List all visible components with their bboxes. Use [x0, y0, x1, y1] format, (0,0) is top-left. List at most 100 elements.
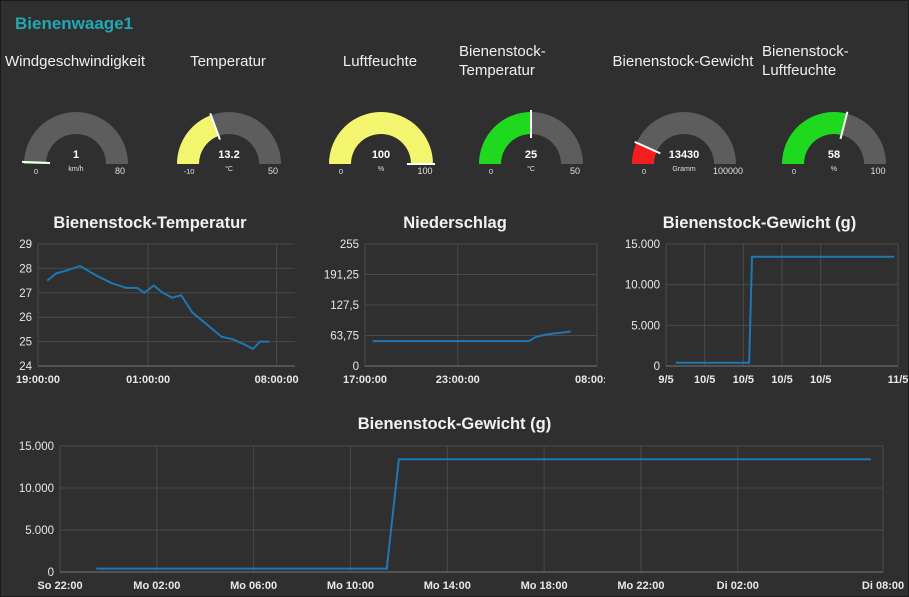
gauge-track	[24, 112, 128, 164]
x-tick-label: 10/5	[733, 374, 754, 386]
series-line	[372, 330, 571, 343]
chart-title: Bienenstock-Gewicht (g)	[357, 415, 552, 433]
x-tick-label: Mo 10:00	[327, 580, 374, 592]
chart-niederschlag: Niederschlag 0 63,75 127,5 191,25 255 17:00:0…	[305, 210, 605, 390]
group-title: Bienenwaage1	[15, 14, 134, 33]
gauge-unit: Gramm	[672, 166, 696, 173]
gauge-bienenstock-luftfeuchte: Bienenstock-Luftfeuchte 58% 0 100	[758, 40, 908, 180]
gauge-needle	[634, 140, 661, 155]
gauge-label: Bienenstock-Gewicht	[612, 53, 754, 70]
y-tick-label: 15.000	[625, 239, 660, 251]
gauge-min: 0	[792, 167, 796, 176]
gauge-value: 58	[828, 149, 840, 161]
gauge-max: 100	[417, 166, 432, 176]
gauge-fill	[479, 112, 531, 164]
gauge-unit: %	[378, 166, 384, 173]
gauge-min: 0	[642, 167, 646, 176]
chart-svg: 24 25 26 27 28 29 19:00:00 01:00:00 08:00:00	[16, 239, 299, 386]
y-tick-label: 26	[19, 312, 32, 324]
gauge-label: Windgeschwindigkeit	[4, 53, 146, 70]
y-tick-label: 10.000	[625, 280, 660, 292]
y-tick-label: 10.000	[19, 483, 54, 495]
gauge-value: 25	[525, 149, 537, 161]
gauge-value: 100	[372, 149, 390, 161]
x-tick-label: 10/5	[694, 374, 715, 386]
series-line	[96, 458, 871, 570]
chart-title: Niederschlag	[403, 214, 507, 232]
y-tick-label: 191,25	[324, 270, 359, 282]
gauge-svg: 100% 0 100	[329, 112, 435, 176]
y-tick-label: 25	[19, 337, 32, 349]
chart-title: Bienenstock-Temperatur	[53, 214, 247, 232]
x-tick-label: Di 02:00	[717, 580, 759, 592]
gauge-svg: 13.2 °C -10 50	[177, 112, 281, 176]
y-tick-label: 27	[19, 288, 32, 300]
gauge-temperatur: Temperatur 13.2 °C -10 50	[153, 40, 303, 180]
y-tick-label: 29	[19, 239, 32, 251]
x-tick-label: 23:00:00	[436, 374, 480, 386]
series-line	[675, 255, 895, 364]
x-tick-label: Di 08:00	[862, 580, 904, 592]
y-tick-label: 63,75	[330, 331, 359, 343]
gauge-min: 0	[339, 167, 343, 176]
gauge-bienenstock-gewicht: Bienenstock-Gewicht 13430 Gramm 0 100000	[608, 40, 758, 180]
gauge-label: Luftfeuchte	[342, 53, 418, 70]
gauge-fill	[782, 112, 847, 164]
chart-svg: 0 63,75 127,5 191,25 255 17:00:00 23:00:00 08:0…	[324, 239, 605, 386]
gauge-svg: 1 km/h 0 80	[22, 112, 128, 176]
gauge-unit: °C	[527, 165, 535, 173]
gauge-label: Bienenstock-Luftfeuchte	[762, 43, 849, 79]
x-tick-label: So 22:00	[37, 580, 82, 592]
x-tick-label: 9/5	[658, 374, 673, 386]
gauge-min: 0	[34, 167, 38, 176]
x-tick-label: Mo 18:00	[521, 580, 568, 592]
gauge-min: 0	[489, 167, 493, 176]
chart-bienenstock-gewicht: Bienenstock-Gewicht (g) 0 5.000 10.000 15.0…	[610, 210, 909, 390]
gauge-svg: 58% 0 100	[782, 111, 886, 176]
x-tick-label: Mo 22:00	[617, 580, 664, 592]
chart-svg: 0 5.000 10.000 15.000 9/5 10/5 10/5 10/5 10/5 11/…	[625, 239, 909, 386]
gauge-svg: 13430 Gramm 0 100000	[632, 112, 743, 176]
chart-bienenstock-gewicht-large: Bienenstock-Gewicht (g) 0 5.000 10.000 15.0…	[0, 410, 909, 597]
gauge-max: 100000	[713, 166, 743, 176]
gauge-fill	[632, 142, 657, 164]
gauge-max: 100	[870, 166, 885, 176]
x-tick-label: Mo 06:00	[230, 580, 277, 592]
gauge-unit: °C	[225, 165, 233, 173]
gauge-unit: %	[831, 166, 837, 173]
y-tick-label: 0	[654, 361, 660, 373]
y-tick-label: 0	[48, 567, 54, 579]
gauge-bienenstock-temperatur: Bienenstock-Temperatur 25 °C 0 50	[455, 40, 605, 180]
gauge-max: 80	[115, 166, 125, 176]
y-tick-label: 5.000	[25, 525, 54, 537]
gauge-fill	[329, 112, 433, 164]
gauge-value: 1	[73, 149, 79, 161]
gauge-value: 13.2	[218, 149, 239, 161]
gauge-luftfeuchte: Luftfeuchte 100% 0 100	[305, 40, 455, 180]
y-tick-label: 127,5	[330, 300, 359, 312]
chart-title: Bienenstock-Gewicht (g)	[662, 214, 857, 232]
gauge-min: -10	[184, 167, 195, 176]
chart-bienenstock-temperatur: Bienenstock-Temperatur 24 25 26 27 28 29 19:00…	[0, 210, 300, 390]
x-tick-label: Mo 14:00	[424, 580, 471, 592]
gauge-fill	[177, 115, 219, 164]
gauge-needle	[22, 160, 51, 164]
gauge-needle	[209, 113, 221, 140]
x-tick-label: 10/5	[810, 374, 831, 386]
y-tick-label: 28	[19, 263, 32, 275]
y-tick-label: 5.000	[631, 320, 660, 332]
gauge-needle	[839, 111, 849, 140]
y-tick-label: 255	[340, 239, 359, 251]
gauge-max: 50	[268, 166, 278, 176]
y-tick-label: 0	[353, 361, 359, 373]
gauge-windgeschwindigkeit: Windgeschwindigkeit 1 km/h 0 80	[0, 40, 150, 180]
gauge-label: Temperatur	[190, 53, 266, 70]
x-tick-label: 11/5	[888, 374, 909, 386]
x-tick-label: 19:00:00	[16, 374, 60, 386]
x-tick-label: 08:00:00	[255, 374, 299, 386]
gauge-svg: 25 °C 0 50	[479, 110, 583, 176]
x-tick-label: 10/5	[771, 374, 792, 386]
gauge-max: 50	[570, 166, 580, 176]
gauge-value: 13430	[669, 149, 700, 161]
chart-svg: 0 5.000 10.000 15.000 So 22:00 Mo 02:00 Mo 06:…	[19, 441, 904, 592]
